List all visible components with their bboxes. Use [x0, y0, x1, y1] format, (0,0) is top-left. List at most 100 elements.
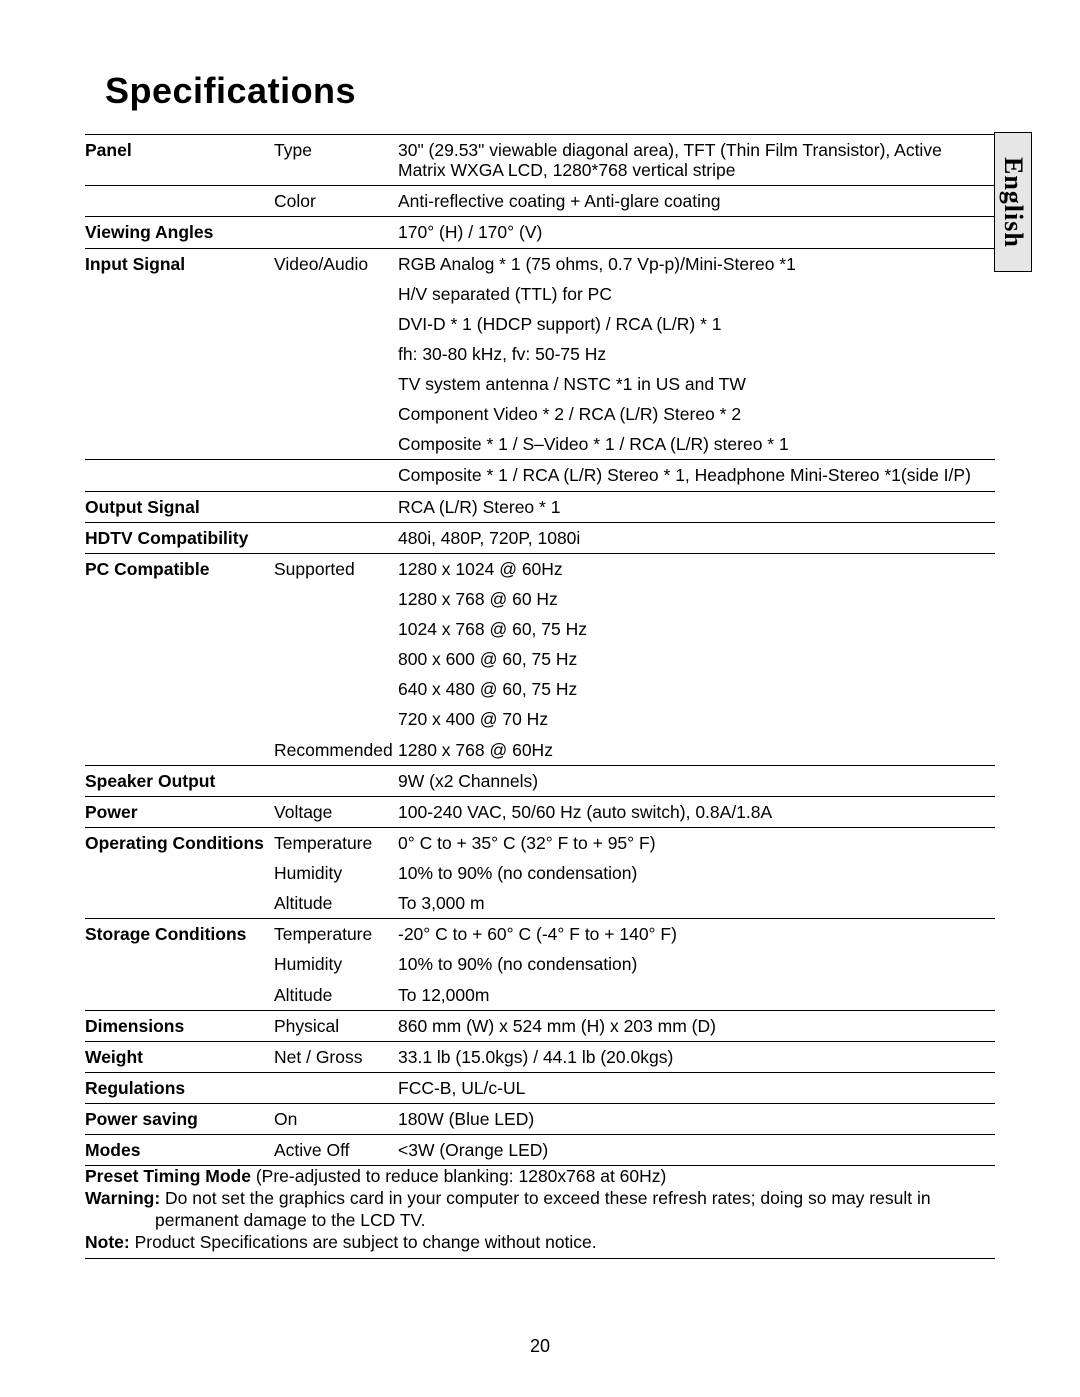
table-row: Composite * 1 / RCA (L/R) Stereo * 1, He… [85, 460, 995, 491]
spec-value: 720 x 400 @ 70 Hz [398, 704, 995, 734]
spec-name: HDTV Compatibility [85, 522, 274, 553]
spec-value: To 12,000m [398, 980, 995, 1011]
spec-sub [274, 339, 398, 369]
table-row: Storage ConditionsTemperature-20° C to +… [85, 919, 995, 950]
spec-sub: Video/Audio [274, 248, 398, 279]
spec-sub [274, 522, 398, 553]
spec-sub: Temperature [274, 827, 398, 858]
spec-sub: Altitude [274, 888, 398, 919]
spec-sub: Humidity [274, 858, 398, 888]
spec-table: PanelType30" (29.53" viewable diagonal a… [85, 134, 995, 1166]
spec-value: 10% to 90% (no condensation) [398, 949, 995, 979]
spec-value: 1280 x 768 @ 60 Hz [398, 584, 995, 614]
spec-value: 1024 x 768 @ 60, 75 Hz [398, 614, 995, 644]
spec-value: Composite * 1 / RCA (L/R) Stereo * 1, He… [398, 460, 995, 491]
table-row: Operating ConditionsTemperature0° C to +… [85, 827, 995, 858]
table-row: Viewing Angles170° (H) / 170° (V) [85, 217, 995, 248]
spec-sub [274, 584, 398, 614]
spec-sub: Color [274, 186, 398, 217]
preset-label: Preset Timing Mode [85, 1166, 251, 1186]
table-row: 720 x 400 @ 70 Hz [85, 704, 995, 734]
page-title: Specifications [105, 70, 995, 112]
spec-value: 30" (29.53" viewable diagonal area), TFT… [398, 135, 995, 186]
table-row: HDTV Compatibility480i, 480P, 720P, 1080… [85, 522, 995, 553]
table-row: 1024 x 768 @ 60, 75 Hz [85, 614, 995, 644]
spec-sub: Supported [274, 553, 398, 584]
spec-sub [274, 429, 398, 460]
spec-value: 1280 x 768 @ 60Hz [398, 735, 995, 766]
language-tab-label: English [998, 157, 1028, 248]
spec-name [85, 186, 274, 217]
spec-value: 33.1 lb (15.0kgs) / 44.1 lb (20.0kgs) [398, 1041, 995, 1072]
spec-name [85, 888, 274, 919]
spec-sub [274, 309, 398, 339]
spec-sub: Temperature [274, 919, 398, 950]
table-row: PC CompatibleSupported1280 x 1024 @ 60Hz [85, 553, 995, 584]
spec-sub [274, 460, 398, 491]
spec-sub: Active Off [274, 1135, 398, 1166]
spec-value: 0° C to + 35° C (32° F to + 95° F) [398, 827, 995, 858]
spec-name [85, 279, 274, 309]
spec-name: Dimensions [85, 1010, 274, 1041]
spec-sub: On [274, 1104, 398, 1135]
spec-name: Weight [85, 1041, 274, 1072]
spec-name: Power saving [85, 1104, 274, 1135]
note-text: Product Specifications are subject to ch… [130, 1232, 597, 1252]
spec-sub: Net / Gross [274, 1041, 398, 1072]
spec-name [85, 429, 274, 460]
spec-value: FCC-B, UL/c-UL [398, 1072, 995, 1103]
table-row: fh: 30-80 kHz, fv: 50-75 Hz [85, 339, 995, 369]
spec-sub: Altitude [274, 980, 398, 1011]
warning-continuation: permanent damage to the LCD TV. [85, 1210, 995, 1232]
table-row: ColorAnti-reflective coating + Anti-glar… [85, 186, 995, 217]
spec-name: Modes [85, 1135, 274, 1166]
spec-value: DVI-D * 1 (HDCP support) / RCA (L/R) * 1 [398, 309, 995, 339]
note-label: Note: [85, 1232, 130, 1252]
spec-value: 180W (Blue LED) [398, 1104, 995, 1135]
table-row: Composite * 1 / S–Video * 1 / RCA (L/R) … [85, 429, 995, 460]
spec-sub [274, 369, 398, 399]
spec-name [85, 614, 274, 644]
table-row: Output SignalRCA (L/R) Stereo * 1 [85, 491, 995, 522]
spec-sub [274, 644, 398, 674]
table-row: WeightNet / Gross33.1 lb (15.0kgs) / 44.… [85, 1041, 995, 1072]
page: English Specifications PanelType30" (29.… [0, 0, 1080, 1397]
spec-value: To 3,000 m [398, 888, 995, 919]
spec-sub: Recommended [274, 735, 398, 766]
table-row: AltitudeTo 3,000 m [85, 888, 995, 919]
spec-name [85, 399, 274, 429]
table-row: PowerVoltage100-240 VAC, 50/60 Hz (auto … [85, 796, 995, 827]
spec-name [85, 858, 274, 888]
spec-sub [274, 491, 398, 522]
spec-sub: Voltage [274, 796, 398, 827]
page-number: 20 [0, 1336, 1080, 1357]
spec-name: Panel [85, 135, 274, 186]
spec-name: PC Compatible [85, 553, 274, 584]
spec-name: Speaker Output [85, 765, 274, 796]
spec-value: 10% to 90% (no condensation) [398, 858, 995, 888]
spec-sub [274, 399, 398, 429]
spec-name: Storage Conditions [85, 919, 274, 950]
preset-text: (Pre-adjusted to reduce blanking: 1280x7… [251, 1166, 666, 1186]
spec-name [85, 980, 274, 1011]
spec-name: Output Signal [85, 491, 274, 522]
spec-value: 860 mm (W) x 524 mm (H) x 203 mm (D) [398, 1010, 995, 1041]
spec-sub: Type [274, 135, 398, 186]
spec-name [85, 460, 274, 491]
spec-name [85, 735, 274, 766]
spec-name [85, 704, 274, 734]
spec-value: 9W (x2 Channels) [398, 765, 995, 796]
spec-sub [274, 765, 398, 796]
spec-name: Input Signal [85, 248, 274, 279]
table-row: Input SignalVideo/AudioRGB Analog * 1 (7… [85, 248, 995, 279]
table-row: Humidity10% to 90% (no condensation) [85, 949, 995, 979]
table-row: DimensionsPhysical860 mm (W) x 524 mm (H… [85, 1010, 995, 1041]
footnotes: Preset Timing Mode (Pre-adjusted to redu… [85, 1166, 995, 1259]
spec-name [85, 644, 274, 674]
spec-name: Power [85, 796, 274, 827]
spec-sub [274, 674, 398, 704]
warning-text: Do not set the graphics card in your com… [160, 1188, 930, 1208]
spec-name [85, 339, 274, 369]
table-row: PanelType30" (29.53" viewable diagonal a… [85, 135, 995, 186]
spec-name: Viewing Angles [85, 217, 274, 248]
